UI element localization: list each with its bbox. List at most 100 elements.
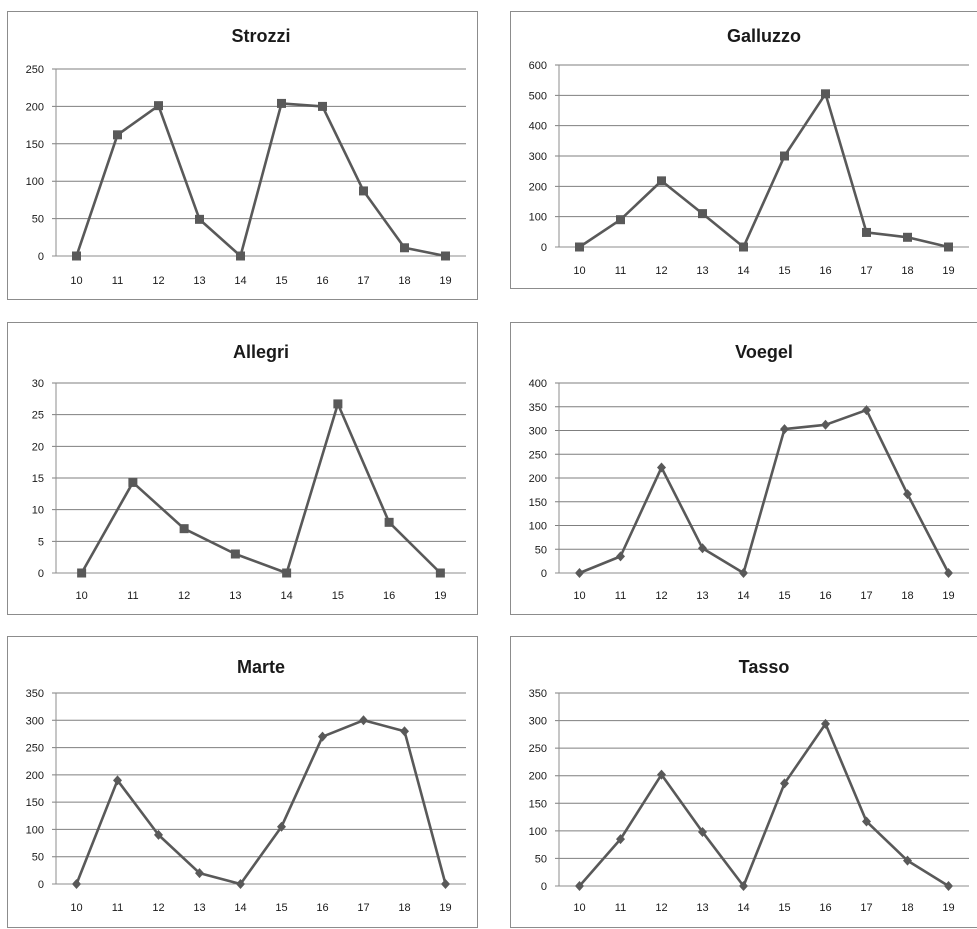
y-tick-label: 200 <box>26 770 44 782</box>
x-tick-label: 12 <box>655 590 667 602</box>
y-tick-label: 150 <box>529 497 547 509</box>
chart-panel-allegri: Allegri 0 5 10 15 20 25 30 10 11 12 13 14 15 16 19 <box>7 322 478 615</box>
y-tick-label: 0 <box>38 879 44 891</box>
chart-panel-tasso: Tasso 0 50 100 150 200 250 300 350 10 11 12 13 14 15 16… <box>510 636 977 928</box>
data-point <box>333 399 343 409</box>
y-tick-label: 50 <box>32 214 44 226</box>
x-tick-label: 11 <box>615 265 626 277</box>
x-tick-label: 12 <box>152 275 164 287</box>
series-line <box>80 402 442 575</box>
data-point <box>944 242 953 252</box>
y-tick-label: 150 <box>26 797 44 809</box>
chart-panel-marte: Marte 0 50 100 150 200 250 300 350 10 11 12 13 14 15 16… <box>7 636 478 928</box>
chart-title: Marte <box>237 657 285 677</box>
y-tick-label: 350 <box>529 402 547 414</box>
x-tick-label: 16 <box>383 590 395 602</box>
data-point <box>862 405 871 416</box>
chart-svg: Galluzzo 0 100 200 300 400 500 600 10 11 12 13 14 15 1… <box>529 26 969 277</box>
x-tick-label: 10 <box>573 265 585 277</box>
x-tick-label: 13 <box>696 265 708 277</box>
data-point <box>277 821 286 832</box>
data-point <box>318 731 327 742</box>
x-tick-label: 11 <box>127 590 138 602</box>
data-point <box>903 489 912 500</box>
x-tick-label: 15 <box>778 902 790 914</box>
y-tick-label: 100 <box>529 826 547 838</box>
data-point <box>384 517 394 527</box>
y-tick-label: 250 <box>26 743 44 755</box>
x-tick-label: 15 <box>275 902 287 914</box>
series-line <box>578 722 950 888</box>
x-tick-label: 12 <box>655 265 667 277</box>
y-tick-label: 50 <box>535 544 547 556</box>
x-tick-label: 14 <box>281 590 293 602</box>
data-point <box>435 568 445 578</box>
data-point <box>780 424 789 435</box>
data-point <box>944 568 953 578</box>
data-point <box>575 242 584 252</box>
chart-svg: Allegri 0 5 10 15 20 25 30 10 11 12 13 14 15 16 19 <box>32 342 466 602</box>
y-tick-label: 500 <box>529 90 547 102</box>
x-tick-label: 15 <box>778 265 790 277</box>
chart-svg: Tasso 0 50 100 150 200 250 300 350 10 11 12 13 14 15 16… <box>529 657 969 914</box>
y-tick-label: 150 <box>529 798 547 810</box>
data-point <box>282 568 292 578</box>
data-point <box>739 568 748 578</box>
y-tick-label: 50 <box>32 852 44 864</box>
series-line <box>75 102 446 258</box>
data-point <box>903 232 912 242</box>
data-point <box>400 243 409 253</box>
x-tick-label: 19 <box>942 902 954 914</box>
y-tick-label: 0 <box>541 881 547 893</box>
y-tick-label: 200 <box>529 771 547 783</box>
y-tick-label: 250 <box>529 449 547 461</box>
x-tick-label: 19 <box>942 590 954 602</box>
x-tick-label: 11 <box>112 275 123 287</box>
x-tick-label: 16 <box>819 590 831 602</box>
x-tick-label: 11 <box>112 902 123 914</box>
y-tick-label: 30 <box>32 378 44 390</box>
y-tick-label: 100 <box>529 521 547 533</box>
x-tick-label: 12 <box>655 902 667 914</box>
data-point <box>657 462 666 473</box>
x-tick-label: 15 <box>332 590 344 602</box>
x-tick-label: 10 <box>70 275 82 287</box>
y-tick-label: 15 <box>32 473 44 485</box>
y-tick-label: 50 <box>535 853 547 865</box>
data-point <box>154 101 163 111</box>
chart-panel-strozzi: Strozzi 0 50 100 150 200 250 10 11 12 13 14 15 16 17 18… <box>7 11 478 300</box>
y-tick-label: 250 <box>529 743 547 755</box>
data-point <box>739 242 748 252</box>
y-tick-label: 0 <box>38 568 44 580</box>
data-point <box>77 568 87 578</box>
data-point <box>657 769 666 780</box>
x-tick-label: 15 <box>275 275 287 287</box>
data-point <box>236 879 245 889</box>
x-tick-label: 10 <box>573 590 585 602</box>
chart-panel-galluzzo: Galluzzo 0 100 200 300 400 500 600 10 11 12 13 14 15 1… <box>510 11 977 289</box>
y-tick-label: 150 <box>26 139 44 151</box>
x-tick-label: 18 <box>901 902 913 914</box>
y-tick-label: 100 <box>26 176 44 188</box>
data-point <box>154 829 163 840</box>
data-point <box>359 715 368 726</box>
chart-svg: Marte 0 50 100 150 200 250 300 350 10 11 12 13 14 15 16… <box>26 657 466 914</box>
chart-title: Allegri <box>233 342 289 362</box>
data-point <box>318 101 327 111</box>
data-point <box>179 524 189 534</box>
x-tick-label: 14 <box>737 265 749 277</box>
data-point <box>359 186 368 196</box>
x-tick-label: 10 <box>70 902 82 914</box>
data-point <box>616 834 625 845</box>
y-tick-label: 5 <box>38 536 44 548</box>
data-point <box>128 477 138 487</box>
x-tick-label: 18 <box>398 275 410 287</box>
y-tick-label: 400 <box>529 121 547 133</box>
data-point <box>195 868 204 879</box>
y-tick-label: 200 <box>529 473 547 485</box>
data-point <box>821 718 830 729</box>
x-tick-label: 15 <box>778 590 790 602</box>
y-tick-label: 300 <box>26 715 44 727</box>
chart-title: Voegel <box>735 342 793 362</box>
chart-title: Tasso <box>739 657 790 677</box>
